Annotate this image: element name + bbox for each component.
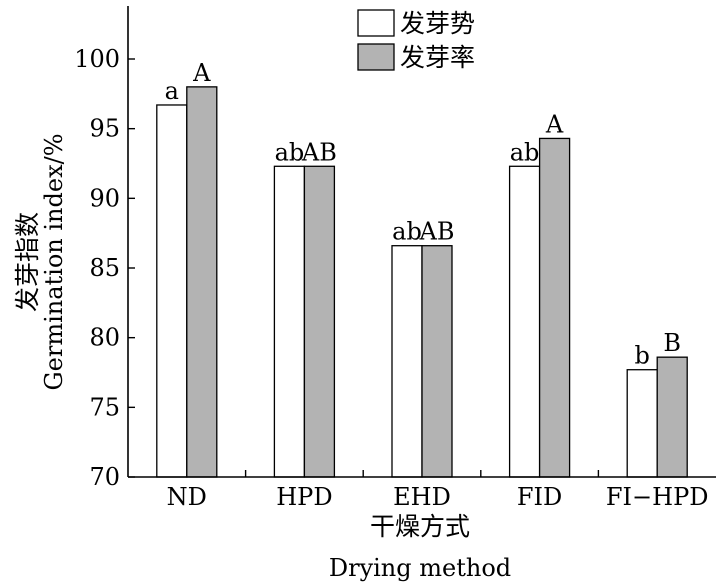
significance-label: B [663,329,681,357]
bar [421,245,453,478]
legend-label: 发芽势 [400,9,475,38]
x-tick-label: EHD [393,483,451,511]
y-axis-label-en: Germination index/% [40,133,68,390]
significance-label: A [192,59,211,87]
legend-swatch [357,43,395,71]
significance-label: ab [275,138,305,166]
y-tick-label: 75 [89,393,120,421]
bar [186,86,218,478]
x-tick-label: FID [517,483,562,511]
bar [508,165,541,478]
significance-label: a [165,77,179,105]
y-axis-label-cn: 发芽指数 [13,212,42,312]
x-tick-label: FI−HPD [606,483,709,511]
significance-label: ab [392,218,422,246]
y-tick-label: 80 [89,324,120,352]
bar [626,369,658,478]
y-tick-label: 95 [89,115,120,143]
bar [391,245,423,478]
axes [127,6,716,478]
significance-label: AB [301,138,337,166]
y-tick-label: 85 [89,254,120,282]
bars [156,86,688,478]
y-tick-labels: 70 75 80 85 90 95 100 [74,45,120,491]
y-tick-label: 70 [89,463,120,491]
y-tick-label: 90 [89,184,120,212]
legend-label: 发芽率 [400,43,475,72]
legend-swatch [357,9,395,37]
significance-label: b [635,342,650,370]
x-tick-labels: ND HPD EHD FID FI−HPD [167,483,709,511]
x-tick-label: ND [167,483,207,511]
significance-label: ab [510,138,540,166]
bar [656,356,688,478]
bar [303,165,336,478]
x-tick-label: HPD [276,483,332,511]
y-tick-label: 100 [74,45,120,73]
significance-label: A [545,110,564,138]
x-axis-label-en: Drying method [329,554,511,582]
x-axis-label-cn: 干燥方式 [370,512,470,541]
bar [273,165,306,478]
bar [156,104,188,478]
significance-label: AB [419,218,455,246]
bar [538,137,571,478]
